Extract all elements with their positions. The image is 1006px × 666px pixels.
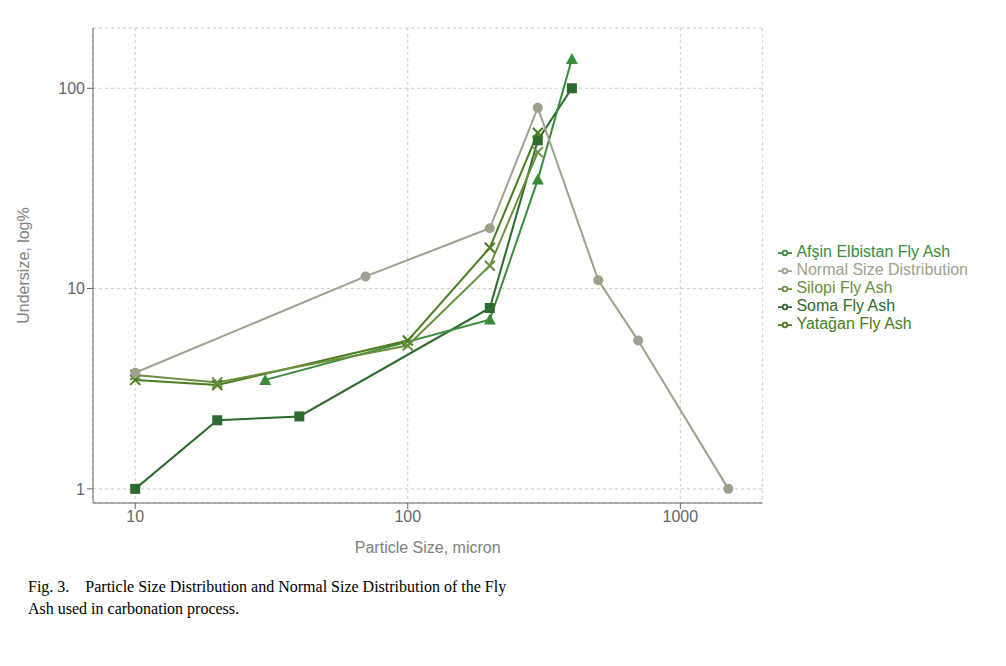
html-text:Ash used in carbonation proces: Ash used in carbonation process. [28, 600, 240, 617]
svg-text:Undersize, log%: Undersize, log% [15, 207, 32, 324]
svg-text:10: 10 [126, 508, 144, 525]
html-text:Yatağan Fly Ash: Yatağan Fly Ash [796, 315, 912, 332]
svg-text:1: 1 [76, 481, 85, 498]
svg-text:Particle Size, micron: Particle Size, micron [355, 539, 501, 556]
html-text:Fig. 3. Particle Size Distribu: Fig. 3. Particle Size Distribution and N… [28, 578, 507, 595]
svg-text:100: 100 [394, 508, 421, 525]
svg-text:10: 10 [67, 280, 85, 297]
html-text:Afşin Elbistan Fly Ash: Afşin Elbistan Fly Ash [796, 243, 951, 260]
html-text:Silopi Fly Ash: Silopi Fly Ash [796, 279, 893, 296]
html-text:Soma Fly Ash: Soma Fly Ash [796, 297, 896, 314]
html-text:Normal Size Distribution: Normal Size Distribution [796, 261, 968, 278]
svg-text:100: 100 [58, 80, 85, 97]
svg-text:1000: 1000 [663, 508, 699, 525]
